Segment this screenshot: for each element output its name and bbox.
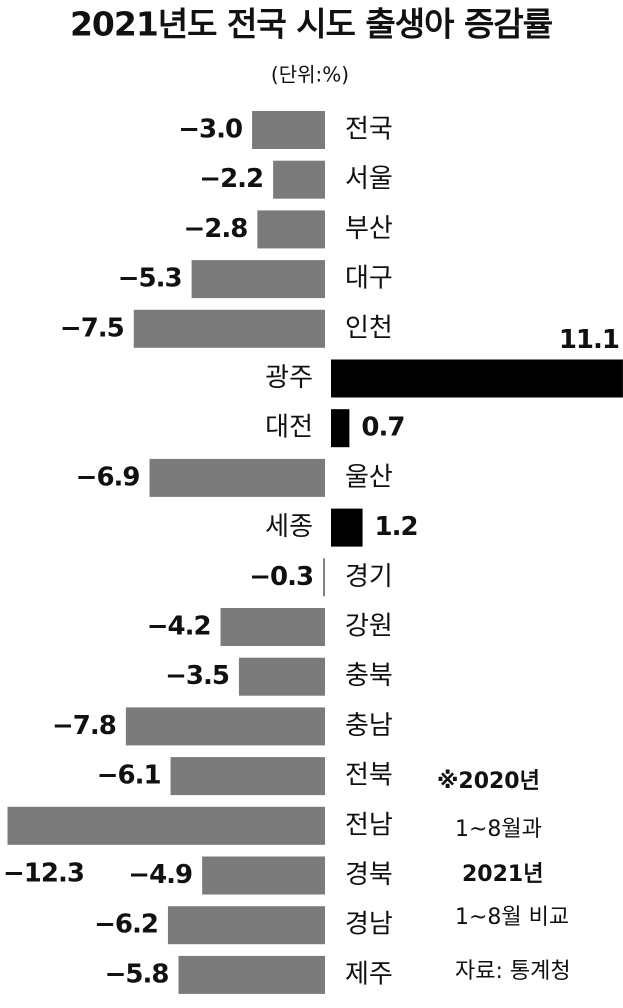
category-label: 충남 bbox=[345, 711, 393, 741]
bar bbox=[252, 111, 325, 149]
bar bbox=[7, 806, 325, 845]
category-label: 광주 bbox=[265, 363, 313, 393]
value-label: −4.9 bbox=[128, 860, 192, 890]
category-label: 세종 bbox=[265, 512, 313, 542]
category-label: 충북 bbox=[345, 661, 393, 691]
note: 1~8월과 bbox=[455, 817, 542, 842]
bar bbox=[257, 210, 325, 249]
value-label: 0.7 bbox=[361, 413, 404, 443]
bar bbox=[331, 508, 363, 547]
value-label: −6.1 bbox=[97, 761, 161, 791]
note: ※2020년 bbox=[437, 769, 540, 794]
note: 2021년 bbox=[462, 862, 543, 887]
value-label: −7.8 bbox=[52, 711, 116, 741]
bar bbox=[331, 359, 623, 398]
value-label: −3.0 bbox=[178, 115, 242, 145]
category-label: 전북 bbox=[345, 761, 393, 791]
value-label: −6.2 bbox=[94, 910, 158, 940]
chart-title: 2021년도 전국 시도 출생아 증감률 bbox=[70, 5, 553, 44]
bar bbox=[125, 707, 325, 746]
bar bbox=[178, 955, 325, 994]
category-label: 제주 bbox=[345, 959, 393, 989]
bar bbox=[238, 657, 325, 696]
bar bbox=[323, 558, 325, 597]
bar bbox=[273, 160, 325, 199]
value-label: −2.8 bbox=[184, 214, 248, 244]
category-label: 인천 bbox=[345, 313, 393, 343]
category-label: 부산 bbox=[345, 214, 393, 244]
category-label: 서울 bbox=[345, 164, 393, 194]
category-label: 강원 bbox=[345, 612, 393, 642]
value-label: 11.1 bbox=[559, 325, 619, 355]
value-label: −6.9 bbox=[76, 462, 140, 492]
category-label: 전국 bbox=[345, 115, 393, 145]
bar bbox=[167, 906, 325, 945]
value-label: −0.3 bbox=[249, 562, 313, 592]
chart-subtitle: (단위:%) bbox=[271, 63, 349, 87]
bar bbox=[202, 856, 325, 895]
category-label: 경기 bbox=[345, 562, 393, 592]
category-label: 전남 bbox=[345, 810, 393, 840]
value-label: −5.3 bbox=[118, 264, 182, 294]
value-label: −2.2 bbox=[199, 164, 263, 194]
value-label: −7.5 bbox=[60, 313, 124, 343]
value-label: −12.3 bbox=[3, 858, 84, 888]
value-label: −4.2 bbox=[147, 612, 211, 642]
bar bbox=[331, 409, 350, 448]
category-label: 울산 bbox=[345, 462, 393, 492]
bar bbox=[220, 608, 325, 646]
bar bbox=[149, 458, 325, 497]
bar bbox=[191, 260, 325, 299]
bar bbox=[133, 309, 325, 348]
value-label: −5.8 bbox=[105, 959, 169, 989]
category-label: 경남 bbox=[345, 910, 393, 940]
category-label: 경북 bbox=[345, 860, 393, 890]
note: 1~8월 비교 bbox=[455, 905, 569, 930]
source: 자료: 통계청 bbox=[455, 959, 571, 984]
bar bbox=[170, 757, 325, 796]
value-label: 1.2 bbox=[375, 512, 418, 542]
value-label: −3.5 bbox=[165, 661, 229, 691]
category-label: 대전 bbox=[265, 413, 313, 443]
category-label: 대구 bbox=[345, 264, 393, 294]
